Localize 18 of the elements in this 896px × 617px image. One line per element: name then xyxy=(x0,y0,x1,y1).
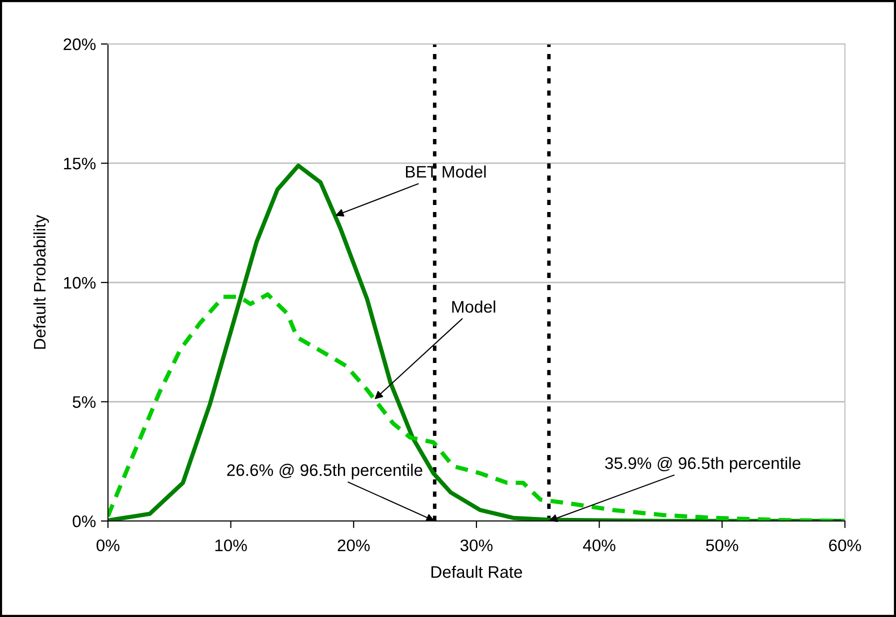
x-axis-title: Default Rate xyxy=(431,566,522,578)
x-tick-label: 50% xyxy=(706,539,738,552)
x-tick-label: 60% xyxy=(829,539,862,552)
annotation: BET Model xyxy=(406,165,486,178)
x-tick-label: 10% xyxy=(215,539,247,552)
y-tick-label: 10% xyxy=(64,276,96,289)
x-tick-label: 0% xyxy=(96,539,120,552)
x-tick-label: 20% xyxy=(338,539,370,552)
annotation: 35.9% @ 96.5th percentile xyxy=(605,456,800,472)
y-tick-label: 15% xyxy=(64,158,96,170)
y-tick-label: 0% xyxy=(72,515,96,528)
annotation: 26.6% @ 96.5th percentile xyxy=(227,464,422,480)
y-axis-title: Default Probability xyxy=(33,214,49,349)
x-tick-label: 40% xyxy=(582,539,616,552)
annotation: Model xyxy=(452,300,496,313)
x-tick-label: 30% xyxy=(460,539,493,552)
y-tick-label: 20% xyxy=(64,38,96,50)
y-tick-label: 5% xyxy=(72,396,96,408)
